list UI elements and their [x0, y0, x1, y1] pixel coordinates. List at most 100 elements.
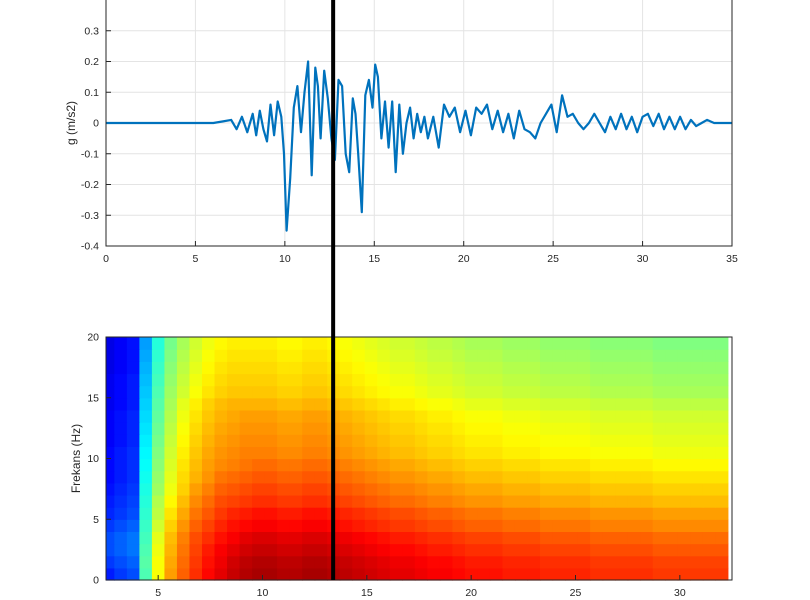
heatmap-cell	[164, 567, 178, 581]
heatmap-cell	[402, 373, 416, 387]
heatmap-cell	[227, 543, 241, 557]
heatmap-cell	[590, 409, 604, 423]
heatmap-cell	[352, 434, 366, 447]
heatmap-cell	[514, 531, 529, 545]
heatmap-cell	[201, 373, 216, 387]
heatmap-cell	[277, 434, 291, 447]
heatmap-cell	[377, 458, 391, 472]
heatmap-cell	[126, 434, 140, 447]
heatmap-cell	[414, 507, 428, 520]
heatmap-cell	[414, 555, 428, 569]
heatmap-cell	[502, 531, 516, 545]
heatmap-cell	[314, 470, 328, 484]
heatmap-cell	[201, 349, 216, 362]
heatmap-cell	[239, 507, 253, 520]
heatmap-cell	[590, 543, 604, 557]
heatmap-cell	[702, 422, 716, 435]
heatmap-cell	[214, 567, 228, 581]
heatmap-cell	[590, 519, 604, 532]
heatmap-cell	[514, 482, 529, 496]
heatmap-cell	[414, 397, 428, 411]
heatmap-cell	[652, 361, 666, 375]
heatmap-cell	[464, 507, 479, 520]
heatmap-cell	[527, 385, 541, 399]
y-tick-label: -0.1	[81, 148, 99, 160]
heatmap-cell	[352, 349, 366, 362]
heatmap-cell	[565, 494, 579, 508]
heatmap-cell	[477, 507, 491, 520]
heatmap-cell	[126, 482, 140, 496]
heatmap-cell	[565, 458, 579, 472]
heatmap-cell	[252, 434, 266, 447]
heatmap-cell	[139, 543, 153, 557]
heatmap-cell	[402, 543, 416, 557]
heatmap-cell	[477, 373, 491, 387]
heatmap-cell	[289, 458, 303, 472]
heatmap-cell	[665, 458, 679, 472]
heatmap-cell	[715, 458, 729, 472]
heatmap-cell	[314, 519, 328, 532]
heatmap-cell	[289, 567, 303, 581]
heatmap-cell	[352, 470, 366, 484]
heatmap-cell	[527, 349, 541, 362]
heatmap-cell	[615, 458, 629, 472]
spectrogram-chart: 5 10 15 20 25 30 0 5 10 15 20 Frekans (Hz)	[69, 332, 733, 599]
heatmap-cell	[514, 422, 529, 435]
heatmap-cell	[627, 470, 641, 484]
heatmap-cell	[464, 409, 479, 423]
heatmap-cell	[489, 519, 504, 532]
heatmap-cell	[452, 397, 466, 411]
heatmap-cell	[377, 434, 391, 447]
heatmap-cell	[239, 397, 253, 411]
heatmap-cell	[402, 397, 416, 411]
heatmap-cell	[640, 422, 654, 435]
heatmap-cell	[690, 543, 704, 557]
heatmap-cell	[151, 567, 166, 581]
heatmap-cell	[352, 446, 366, 460]
heatmap-cell	[176, 507, 191, 520]
heatmap-cell	[364, 458, 378, 472]
heatmap-cell	[652, 397, 666, 411]
heatmap-cell	[627, 337, 641, 350]
heatmap-cell	[502, 385, 516, 399]
axes-box	[105, 0, 733, 247]
heatmap-cell	[289, 519, 303, 532]
heatmap-cell	[352, 567, 366, 581]
heatmap-cell	[139, 470, 153, 484]
heatmap-cell	[677, 422, 691, 435]
heatmap-cell	[151, 458, 166, 472]
heatmap-cell	[602, 470, 616, 484]
heatmap-cell	[427, 494, 441, 508]
heatmap-cell	[214, 385, 228, 399]
heatmap-cell	[189, 507, 203, 520]
heatmap-cell	[201, 531, 216, 545]
heatmap-cell	[239, 555, 253, 569]
heatmap-cell	[540, 397, 554, 411]
heatmap-cell	[302, 409, 316, 423]
heatmap-cell	[402, 519, 416, 532]
heatmap-cell	[139, 373, 153, 387]
heatmap-cell	[577, 434, 591, 447]
heatmap-cell	[677, 567, 691, 581]
heatmap-cell	[289, 507, 303, 520]
heatmap-cell	[427, 519, 441, 532]
heatmap-cell	[289, 470, 303, 484]
heatmap-cell	[615, 519, 629, 532]
heatmap-cell	[665, 361, 679, 375]
heatmap-cell	[565, 434, 579, 447]
heatmap-cell	[452, 361, 466, 375]
heatmap-cell	[477, 519, 491, 532]
heatmap-cell	[176, 446, 191, 460]
heatmap-cell	[377, 494, 391, 508]
heatmap-cell	[264, 567, 278, 581]
heatmap-cell	[677, 543, 691, 557]
heatmap-cell	[602, 385, 616, 399]
heatmap-cell	[339, 434, 353, 447]
heatmap-cell	[715, 361, 729, 375]
heatmap-cell	[439, 507, 453, 520]
heatmap-cell	[414, 434, 428, 447]
heatmap-cell	[577, 446, 591, 460]
heatmap-cell	[464, 446, 479, 460]
heatmap-cell	[715, 434, 729, 447]
heatmap-cell	[302, 422, 316, 435]
